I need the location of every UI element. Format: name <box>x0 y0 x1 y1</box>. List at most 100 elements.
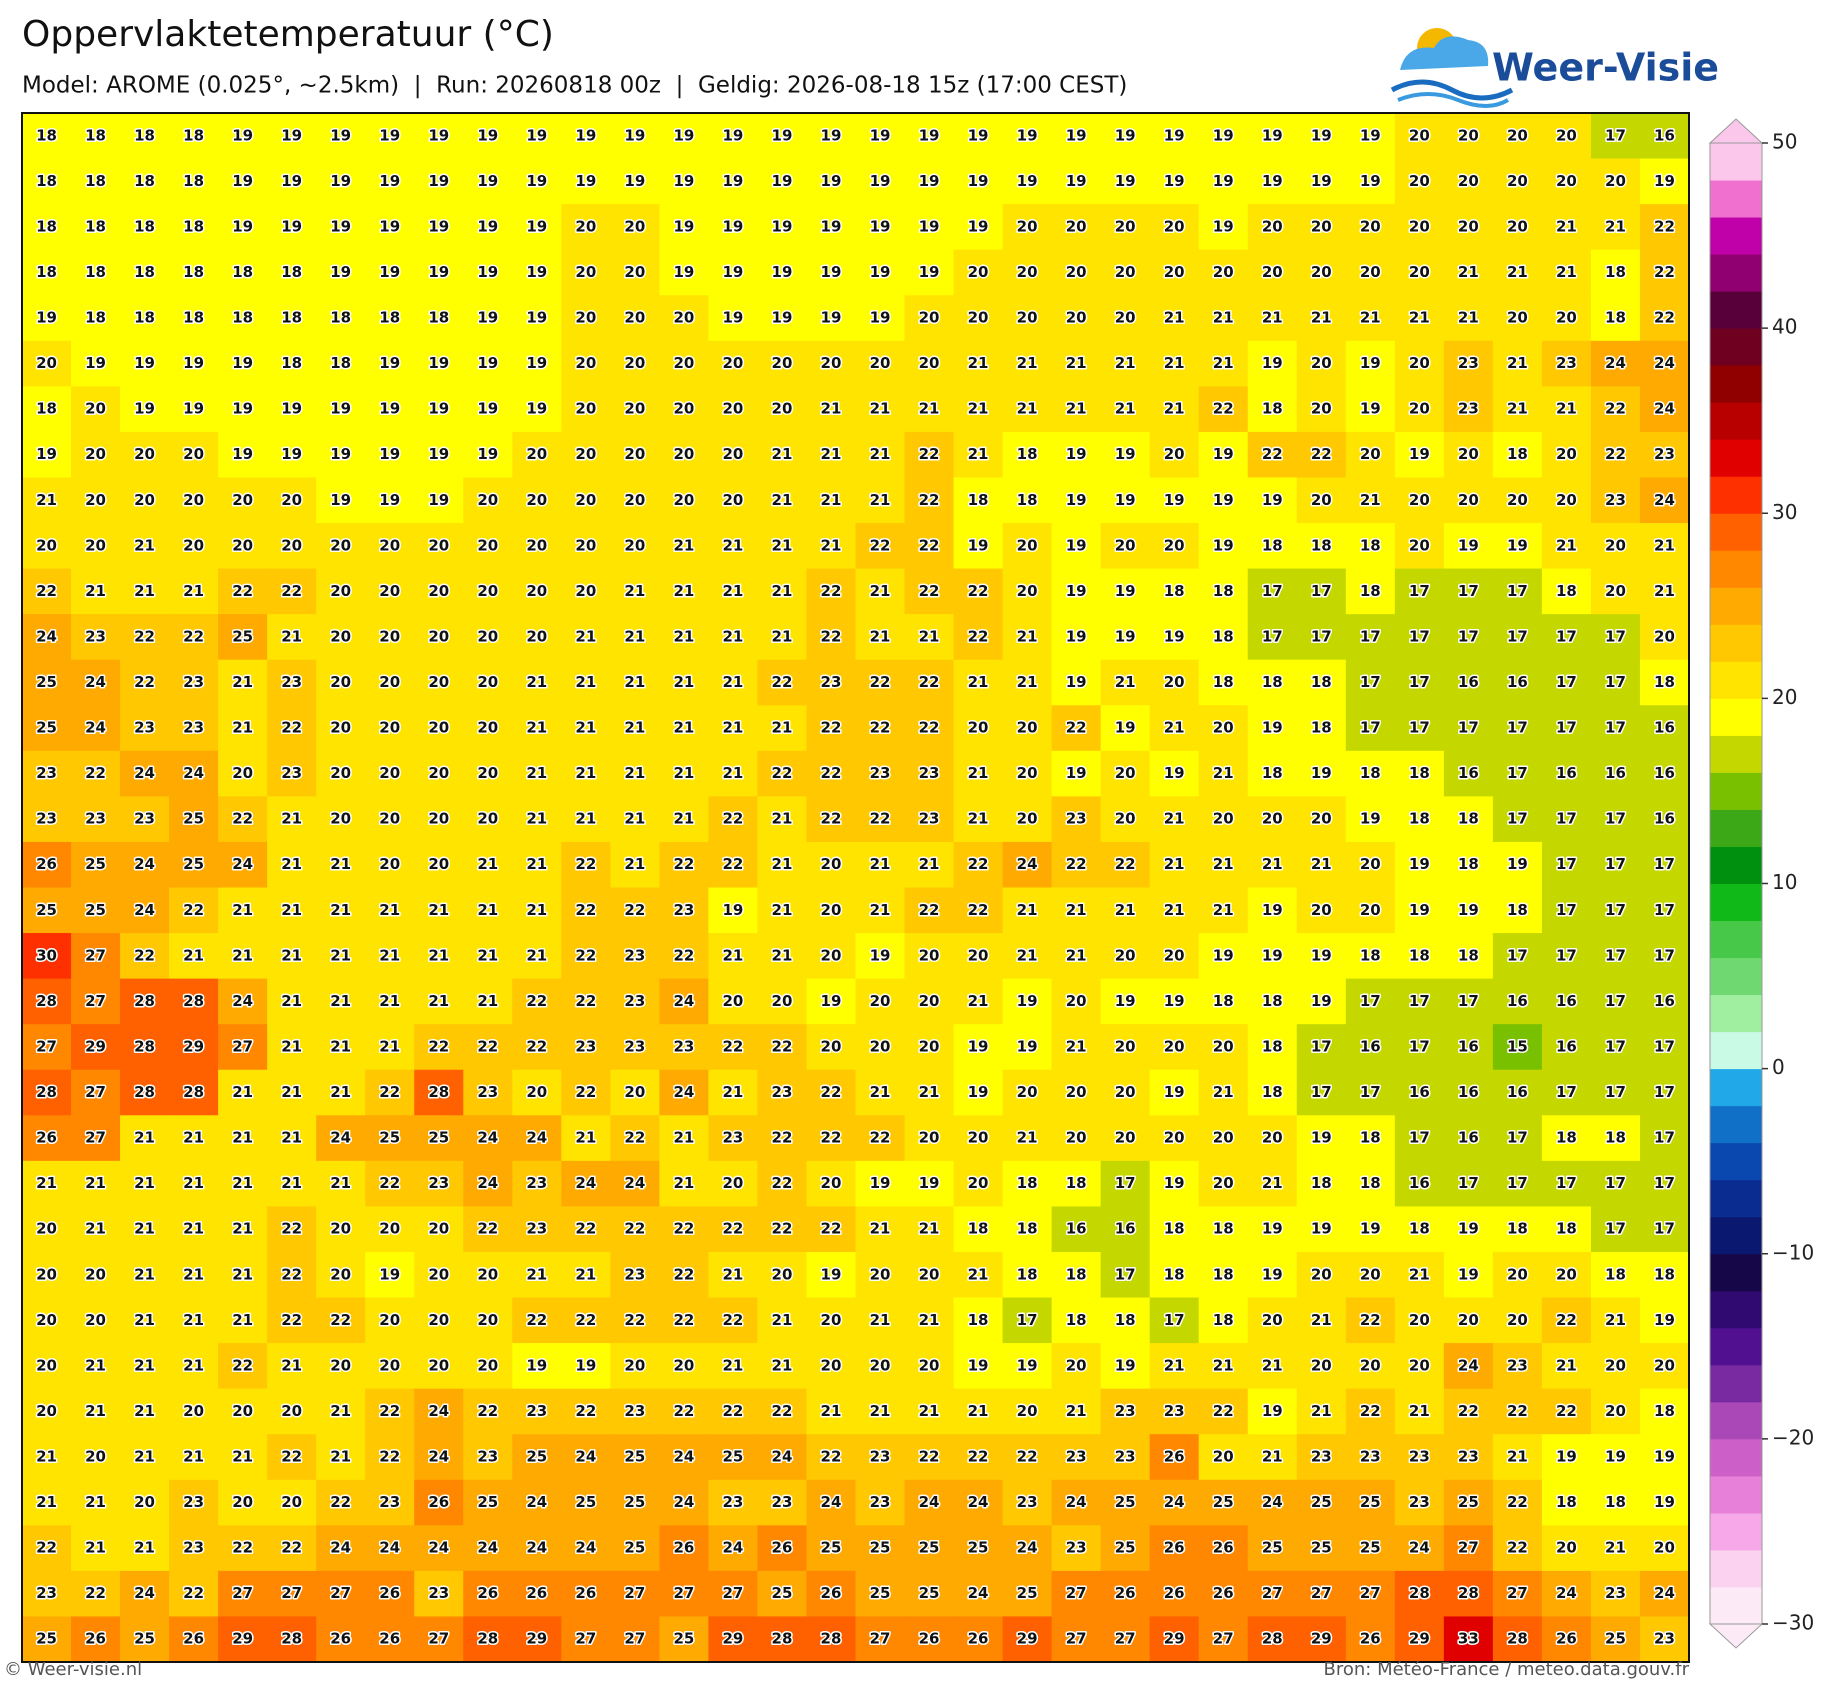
cell <box>1051 113 1102 160</box>
cell-label: 20 <box>1066 263 1087 281</box>
cell-label: 20 <box>526 536 547 554</box>
cell-label: 21 <box>575 627 596 645</box>
cell-label: 21 <box>1164 400 1185 418</box>
cell <box>659 1479 710 1526</box>
cell-label: 27 <box>1507 1584 1528 1602</box>
cell-label: 18 <box>1654 673 1675 691</box>
cell <box>953 295 1004 342</box>
colorbar-band <box>1710 883 1762 922</box>
cell <box>610 1024 660 1071</box>
cell <box>610 659 660 706</box>
cell <box>218 750 268 797</box>
cell <box>1051 1160 1102 1208</box>
cell <box>1198 614 1249 661</box>
cell <box>1247 614 1298 661</box>
cell <box>316 1297 366 1344</box>
cell <box>708 1297 759 1344</box>
cell <box>1247 933 1298 980</box>
cell-label: 20 <box>1311 354 1332 372</box>
cell-label: 22 <box>1115 855 1136 873</box>
cell <box>561 568 611 615</box>
cell-label: 20 <box>379 1311 400 1329</box>
cell-label: 20 <box>134 445 155 463</box>
cell <box>1100 1160 1151 1208</box>
cell-label: 23 <box>379 1493 400 1511</box>
cell <box>1198 1024 1249 1071</box>
cell-label: 21 <box>330 1083 351 1101</box>
cell-label: 23 <box>428 1174 449 1192</box>
cell <box>1051 1115 1102 1162</box>
cell <box>365 1616 415 1663</box>
cell <box>659 1570 710 1618</box>
cell <box>1590 204 1641 251</box>
cell <box>267 295 317 342</box>
cell-label: 20 <box>85 400 106 418</box>
cell <box>1590 249 1641 296</box>
cell-label: 18 <box>1262 992 1283 1010</box>
cell <box>757 887 808 934</box>
cell <box>120 1160 170 1208</box>
cell <box>22 158 72 205</box>
cell <box>1345 523 1396 570</box>
cell <box>512 113 562 160</box>
cell <box>365 158 415 205</box>
cell-label: 18 <box>1605 1265 1626 1283</box>
cell-label: 22 <box>1213 1402 1234 1420</box>
cell <box>1100 1251 1151 1299</box>
cell <box>463 431 513 479</box>
cell <box>1296 1525 1347 1572</box>
cell-label: 18 <box>134 126 155 144</box>
cell-label: 18 <box>1360 582 1381 600</box>
cell <box>1443 113 1494 160</box>
cell <box>1002 249 1053 296</box>
cell-label: 18 <box>1213 627 1234 645</box>
cell <box>22 386 72 433</box>
cell <box>414 158 464 205</box>
cell <box>953 113 1004 160</box>
cell-label: 21 <box>1409 1265 1430 1283</box>
cell-label: 20 <box>526 445 547 463</box>
cell <box>316 568 366 615</box>
cell-label: 21 <box>624 719 645 737</box>
cell-label: 23 <box>1360 1447 1381 1465</box>
cell <box>169 1160 219 1208</box>
cell-label: 21 <box>134 1402 155 1420</box>
cell <box>365 249 415 296</box>
cell <box>1149 1069 1200 1116</box>
cell <box>904 933 955 980</box>
cell-label: 21 <box>1115 400 1136 418</box>
cell-label: 18 <box>968 491 989 509</box>
cell-label: 20 <box>1066 1083 1087 1101</box>
cell-label: 18 <box>183 172 204 190</box>
cell-label: 20 <box>1311 491 1332 509</box>
cell-label: 20 <box>1017 1083 1038 1101</box>
cell <box>1149 796 1200 843</box>
colorbar-tick-label: 20 <box>1772 685 1797 709</box>
cell-label: 21 <box>919 1220 940 1238</box>
cell-label: 19 <box>477 217 498 235</box>
cell-label: 27 <box>1360 1584 1381 1602</box>
cell <box>561 113 611 160</box>
cell-label: 19 <box>722 263 743 281</box>
cell <box>1492 477 1543 524</box>
cell <box>1345 295 1396 342</box>
cell <box>218 1024 268 1071</box>
cell-label: 20 <box>85 536 106 554</box>
cell-label: 20 <box>1556 309 1577 327</box>
cell <box>267 1525 317 1572</box>
cell <box>169 1251 219 1299</box>
cell <box>1443 1343 1494 1390</box>
cell-label: 20 <box>1115 536 1136 554</box>
cell <box>1247 841 1298 889</box>
cell <box>1100 1206 1151 1253</box>
cell <box>365 1434 415 1481</box>
cell <box>267 1115 317 1162</box>
colorbar-tick-label: 50 <box>1772 130 1797 154</box>
cell-label: 17 <box>1605 1083 1626 1101</box>
cell <box>267 1570 317 1618</box>
cell-label: 17 <box>1360 673 1381 691</box>
cell <box>1541 1069 1592 1116</box>
cell <box>708 614 759 661</box>
cell <box>463 386 513 433</box>
cell <box>1051 933 1102 980</box>
